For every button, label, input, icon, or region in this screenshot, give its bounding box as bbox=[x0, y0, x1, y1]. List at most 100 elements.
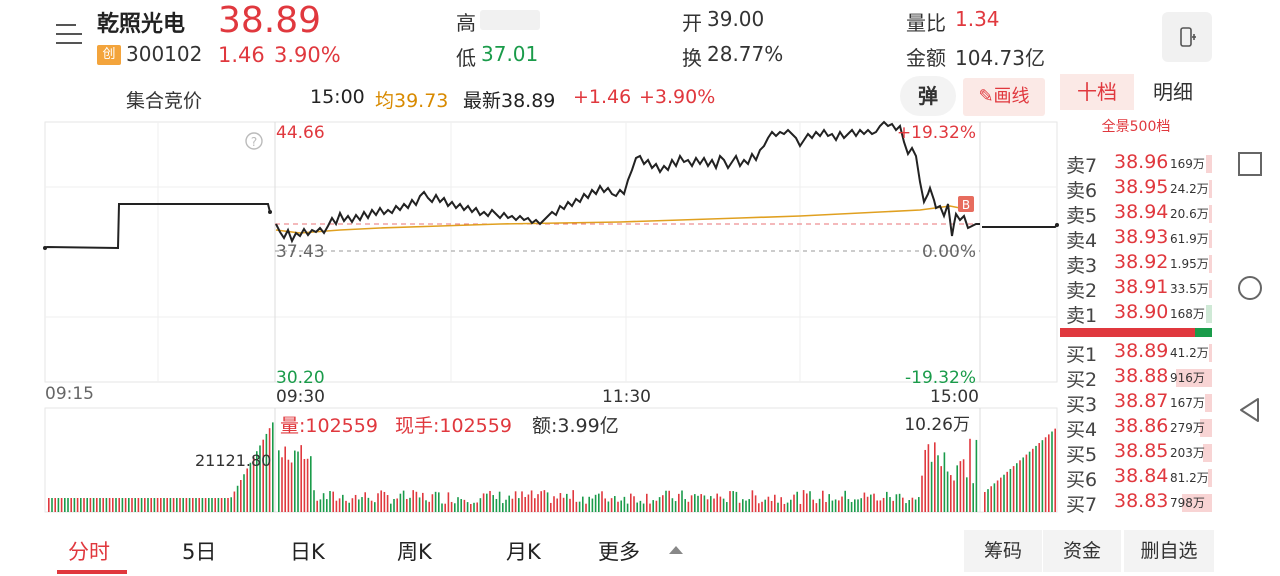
buy-marker[interactable]: B bbox=[958, 196, 974, 212]
menu-icon[interactable] bbox=[56, 22, 84, 48]
sell-level-row[interactable]: 卖3 38.92 1.95万 bbox=[1066, 251, 1212, 277]
volume-bar bbox=[83, 498, 85, 512]
draw-line-label: 画线 bbox=[993, 86, 1030, 107]
turnover-value: 28.77% bbox=[707, 42, 784, 66]
volume-bar bbox=[316, 500, 318, 512]
tab-detail[interactable]: 明细 bbox=[1153, 80, 1193, 104]
buy-level-row[interactable]: 买4 38.86 279万 bbox=[1066, 415, 1212, 441]
volume-bar bbox=[850, 501, 853, 512]
volume-bar bbox=[857, 499, 859, 512]
sell-level-row[interactable]: 卖7 38.96 169万 bbox=[1066, 151, 1212, 177]
buy-level-row[interactable]: 买7 38.83 798万 bbox=[1066, 490, 1212, 516]
depth-volume-bar bbox=[1209, 180, 1212, 198]
pencil-icon: ✎ bbox=[978, 86, 994, 107]
volume-bar bbox=[188, 498, 191, 512]
volume-bar bbox=[652, 500, 654, 512]
remove-watchlist-button[interactable]: 删自选 bbox=[1124, 530, 1214, 572]
full-depth-link[interactable]: 全景500档 bbox=[1060, 116, 1212, 138]
buy-level-row[interactable]: 买5 38.85 203万 bbox=[1066, 440, 1212, 466]
volume-bar bbox=[990, 486, 992, 512]
sell-level-row[interactable]: 卖6 38.95 24.2万 bbox=[1066, 176, 1212, 202]
bounce-button[interactable]: 弹 bbox=[900, 76, 956, 116]
level-label: 买1 bbox=[1066, 344, 1098, 366]
chips-button[interactable]: 筹码 bbox=[964, 530, 1042, 572]
volume-bar bbox=[674, 501, 677, 512]
volume-bar bbox=[466, 502, 469, 512]
draw-line-button[interactable]: ✎画线 bbox=[963, 78, 1045, 116]
current-price: 38.89 bbox=[218, 0, 322, 41]
tab-intraday[interactable]: 分时 bbox=[68, 540, 110, 564]
help-icon[interactable]: ? bbox=[245, 132, 263, 150]
volume-bar bbox=[96, 498, 98, 512]
volume-bar bbox=[735, 491, 738, 512]
turnover-label: 换 bbox=[682, 46, 702, 70]
volume-bar bbox=[559, 493, 562, 512]
volume-bar bbox=[569, 498, 571, 512]
volume-bar bbox=[383, 491, 386, 512]
volume-bar bbox=[176, 498, 178, 512]
level-label: 买4 bbox=[1066, 419, 1098, 441]
level-price: 38.96 bbox=[1114, 151, 1169, 173]
level-volume: 916万 bbox=[1170, 371, 1205, 385]
volume-bar bbox=[825, 501, 827, 512]
level-volume: 24.2万 bbox=[1170, 182, 1209, 196]
volume-bar bbox=[706, 499, 709, 512]
tab-5day[interactable]: 5日 bbox=[182, 540, 217, 564]
volume-bar bbox=[243, 474, 245, 512]
volume-bar bbox=[761, 501, 763, 512]
tab-ten-levels[interactable]: 十档 bbox=[1060, 74, 1134, 110]
volume-bar bbox=[118, 498, 120, 512]
volume-bar bbox=[348, 502, 350, 512]
volume-bar bbox=[208, 498, 210, 512]
volume-bar bbox=[687, 501, 690, 512]
level-price: 38.91 bbox=[1114, 276, 1169, 298]
volume-bar bbox=[460, 499, 462, 512]
intraday-chart[interactable]: ? B 44.66 +19.32% 37.43 0.00% 30.20 -19.… bbox=[40, 120, 1060, 528]
volume-bar bbox=[236, 485, 239, 512]
volume-bar bbox=[201, 498, 204, 512]
chevron-up-icon[interactable] bbox=[668, 544, 684, 556]
sell-level-row[interactable]: 卖1 38.90 168万 bbox=[1066, 301, 1212, 327]
volume-bar bbox=[479, 498, 482, 512]
sell-level-row[interactable]: 卖4 38.93 61.9万 bbox=[1066, 226, 1212, 252]
volume-bar bbox=[745, 500, 747, 512]
buy-level-row[interactable]: 买2 38.88 916万 bbox=[1066, 365, 1212, 391]
sell-level-row[interactable]: 卖5 38.94 20.6万 bbox=[1066, 201, 1212, 227]
volume-bar bbox=[73, 498, 76, 512]
buy-level-row[interactable]: 买1 38.89 41.2万 bbox=[1066, 340, 1212, 366]
recent-apps-icon[interactable] bbox=[1236, 150, 1264, 178]
tab-monthly-k[interactable]: 月K bbox=[506, 540, 541, 564]
volume-bar bbox=[668, 490, 670, 512]
tab-weekly-k[interactable]: 周K bbox=[397, 540, 432, 564]
volume-bar bbox=[345, 500, 347, 512]
buy-level-row[interactable]: 买6 38.84 81.2万 bbox=[1066, 465, 1212, 491]
volume-bar bbox=[386, 495, 389, 512]
volume-bar bbox=[601, 491, 603, 512]
volume-bar bbox=[463, 499, 466, 512]
high-value-obscured bbox=[480, 10, 540, 30]
back-icon[interactable] bbox=[1236, 396, 1264, 424]
volume-bar bbox=[454, 503, 456, 512]
volume-bar bbox=[249, 462, 252, 512]
volume-bar bbox=[399, 493, 402, 512]
volume-bar bbox=[646, 493, 648, 512]
volume-bar bbox=[131, 498, 133, 512]
board-badge: 创 bbox=[97, 45, 121, 65]
home-icon[interactable] bbox=[1236, 274, 1264, 302]
volume-bar bbox=[927, 444, 930, 512]
tab-daily-k[interactable]: 日K bbox=[290, 540, 325, 564]
volume-bar bbox=[678, 493, 680, 512]
depth-volume-bar bbox=[1176, 369, 1212, 387]
sell-level-row[interactable]: 卖2 38.91 33.5万 bbox=[1066, 276, 1212, 302]
capital-button[interactable]: 资金 bbox=[1043, 530, 1121, 572]
level-volume: 33.5万 bbox=[1170, 282, 1209, 296]
volume-bar bbox=[534, 498, 536, 512]
vol-amount-label: 额:3.99亿 bbox=[532, 415, 619, 437]
volume-bar bbox=[230, 497, 232, 512]
buy-level-row[interactable]: 买3 38.87 167万 bbox=[1066, 390, 1212, 416]
level-price: 38.87 bbox=[1114, 390, 1169, 412]
volume-bar bbox=[911, 497, 914, 512]
volume-bar bbox=[521, 491, 523, 512]
landscape-button[interactable] bbox=[1162, 12, 1212, 62]
tab-more[interactable]: 更多 bbox=[598, 540, 640, 564]
